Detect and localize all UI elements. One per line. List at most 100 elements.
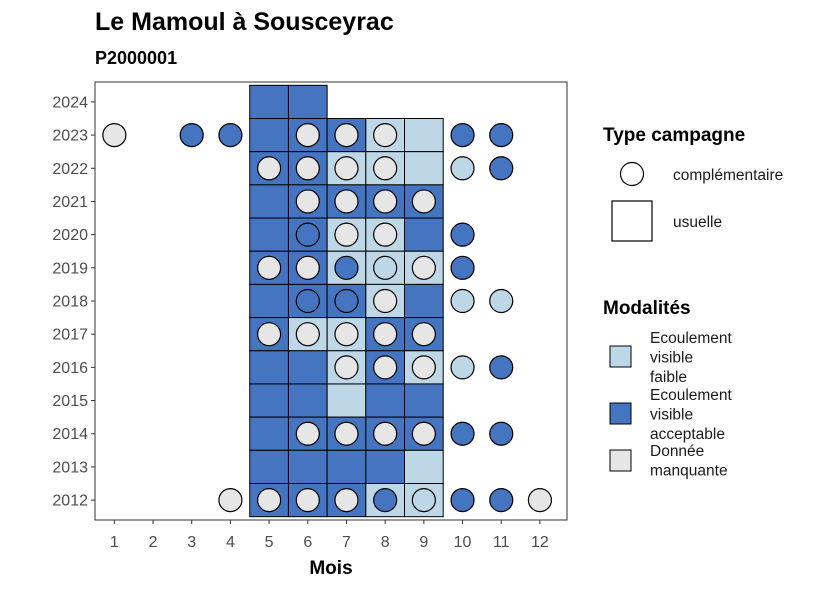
point (334, 189, 359, 214)
y-tick-label: 2017 (52, 327, 88, 344)
tile (249, 184, 289, 219)
x-tick-label: 8 (381, 534, 390, 551)
point (373, 222, 398, 247)
tile (404, 151, 444, 186)
point (450, 355, 475, 380)
point (373, 156, 398, 181)
legend-type-title: Type campagne (603, 125, 745, 146)
point (373, 421, 398, 446)
point (373, 122, 398, 148)
point (489, 421, 514, 446)
tile (404, 449, 444, 484)
point (295, 421, 320, 446)
point (373, 288, 398, 314)
point (373, 487, 398, 513)
point (334, 156, 359, 181)
x-axis: 1 2 3 4 5 6 7 8 9 10 11 12 (110, 520, 549, 551)
tile (365, 383, 406, 418)
tile (249, 416, 289, 451)
point (450, 122, 475, 148)
legend-label-manquante-line: manquante (650, 463, 728, 480)
point (218, 122, 243, 148)
point (218, 487, 243, 513)
legend-modalites-title: Modalités (603, 298, 691, 319)
tile (249, 217, 289, 252)
legend-swatch-manquante (609, 449, 632, 472)
x-tick-label: 1 (110, 534, 119, 551)
y-tick-label: 2015 (52, 393, 88, 410)
point (527, 487, 553, 513)
x-tick-label: 4 (226, 534, 235, 551)
legend-label-faible-line: visible (650, 350, 693, 367)
x-tick-label: 3 (187, 534, 196, 551)
legend-label-acceptable: Ecoulement visible acceptable (650, 387, 736, 443)
y-tick-label: 2014 (52, 426, 88, 443)
point (334, 421, 359, 446)
x-tick-label: 10 (454, 534, 472, 551)
point (489, 288, 514, 314)
legend-label-faible-line: faible (650, 369, 687, 386)
point (373, 189, 398, 214)
tile (287, 449, 328, 484)
point (334, 355, 359, 380)
legend-label-faible: Ecoulement visible faible (650, 330, 736, 386)
point (295, 255, 320, 280)
point (450, 487, 475, 513)
y-tick-label: 2013 (52, 459, 88, 476)
tile (249, 449, 289, 484)
point (411, 421, 436, 446)
tile (287, 84, 328, 120)
tile (326, 383, 367, 418)
tile (404, 383, 444, 418)
tile (249, 350, 289, 385)
point (450, 222, 475, 247)
point (295, 222, 320, 247)
point (295, 288, 320, 314)
tile (249, 383, 289, 418)
legend-modalites: Modalités Ecoulement visible faible Ecou… (603, 298, 736, 480)
legend-label-manquante-line: Donnée (650, 443, 704, 460)
point (411, 487, 436, 513)
tile (249, 283, 289, 319)
y-axis: 2012 2013 2014 2015 2016 2017 2018 2019 2020 2021… (52, 94, 95, 510)
point (334, 255, 359, 280)
point (450, 421, 475, 446)
point (411, 355, 436, 380)
point (334, 322, 359, 347)
y-tick-label: 2019 (52, 260, 88, 277)
point (334, 487, 359, 513)
point (373, 322, 398, 347)
points-layer (102, 122, 553, 513)
point (334, 288, 359, 314)
y-tick-label: 2024 (52, 94, 88, 111)
point (334, 222, 359, 247)
point (256, 322, 282, 347)
x-tick-label: 9 (419, 534, 428, 551)
tile (287, 383, 328, 418)
point (489, 355, 514, 380)
chart-title: Le Mamoul à Sousceyrac (95, 8, 394, 36)
y-tick-label: 2012 (52, 493, 88, 510)
legend-label-faible-line: Ecoulement (650, 330, 733, 347)
y-tick-label: 2023 (52, 128, 88, 145)
legend-type-label-complementaire: complémentaire (673, 167, 783, 184)
point (411, 189, 436, 214)
y-tick-label: 2020 (52, 227, 88, 244)
x-tick-label: 12 (531, 534, 549, 551)
point (489, 487, 514, 513)
legend-type-campagne: Type campagne complémentaire usuelle (603, 125, 783, 242)
legend-label-manquante: Donnée manquante (650, 443, 728, 480)
point (411, 322, 436, 347)
tile (365, 449, 406, 484)
point (256, 255, 282, 280)
point (295, 156, 320, 181)
point (373, 255, 398, 280)
point (411, 255, 436, 280)
legend-label-acceptable-line: Ecoulement (650, 387, 733, 404)
x-tick-label: 2 (149, 534, 158, 551)
y-tick-label: 2022 (52, 161, 88, 178)
y-tick-label: 2018 (52, 294, 88, 311)
point (373, 355, 398, 380)
tile (404, 217, 444, 252)
